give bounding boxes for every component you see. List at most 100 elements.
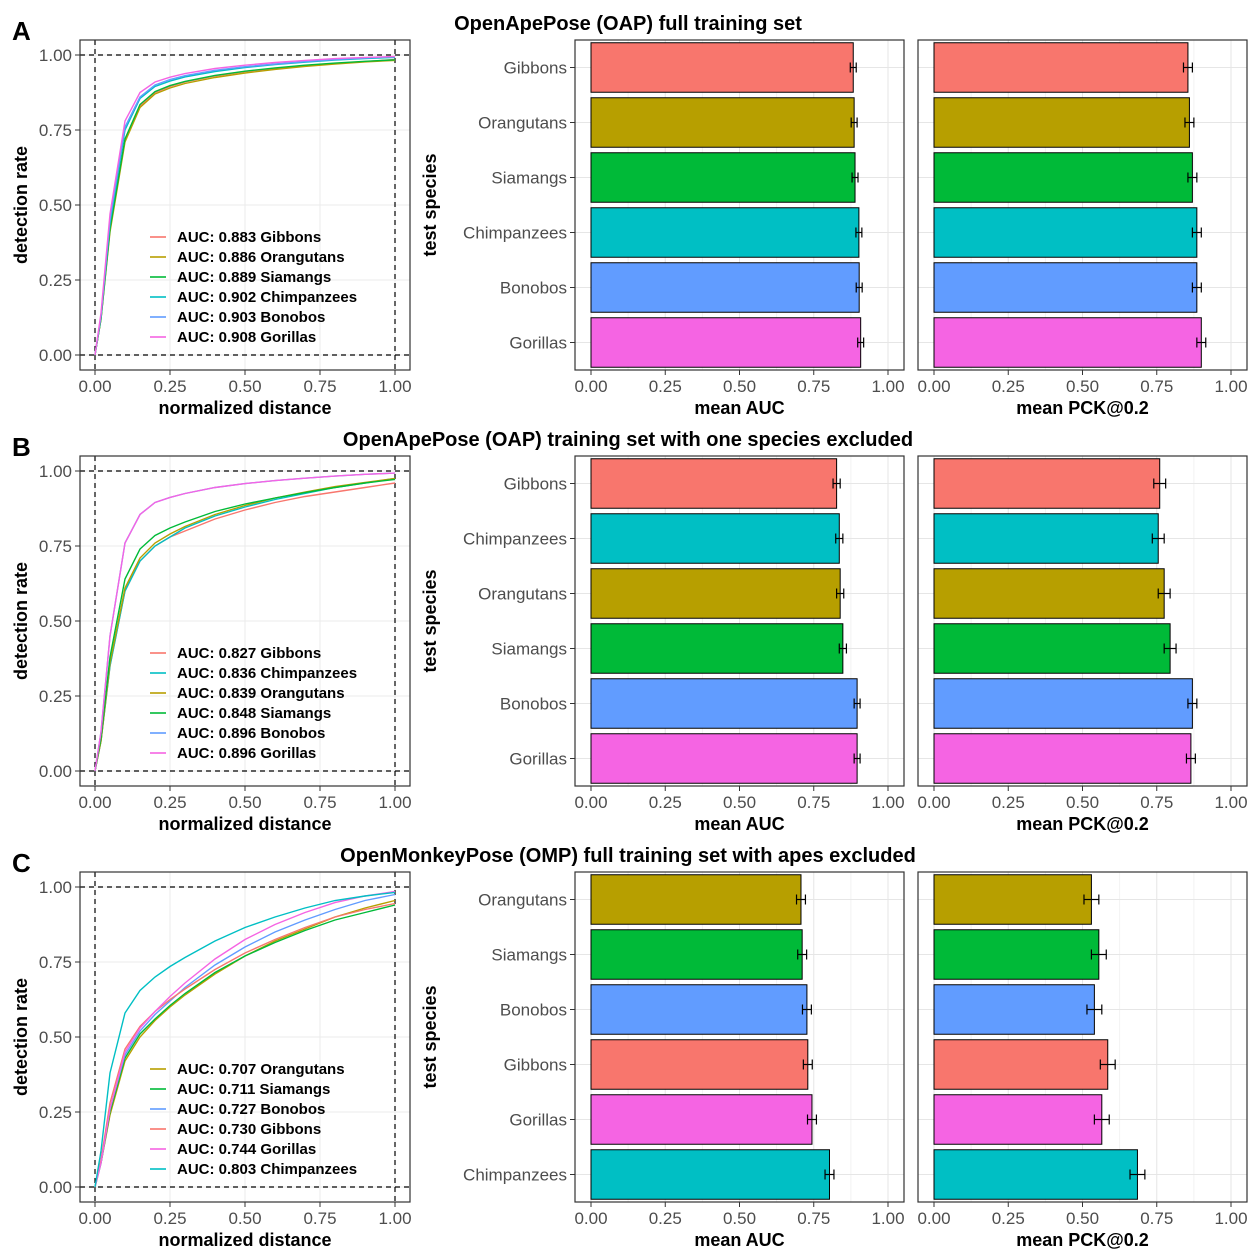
x-axis-title: normalized distance: [158, 814, 331, 834]
bar-gorillas: [590, 733, 858, 784]
y-tick-label: 0.00: [39, 1178, 72, 1197]
bar-orangutans: [590, 874, 802, 925]
y-tick-label: 0.50: [39, 196, 72, 215]
bar-gorillas: [590, 1094, 813, 1145]
series-line-gibbons: [94, 902, 396, 1188]
category-label: Gorillas: [509, 750, 567, 769]
x-tick-label: 0.75: [1140, 793, 1173, 812]
x-tick-label: 0.50: [723, 793, 756, 812]
x-tick-label: 1.00: [378, 793, 411, 812]
x-tick-label: 1.00: [871, 793, 904, 812]
bar-bonobos: [933, 678, 1193, 729]
panel-letter: B: [12, 432, 31, 462]
x-tick-label: 1.00: [1214, 793, 1247, 812]
category-label: Gibbons: [504, 59, 567, 78]
x-tick-label: 1.00: [871, 1209, 904, 1228]
x-tick-label: 0.50: [723, 1209, 756, 1228]
x-axis-title: normalized distance: [158, 1230, 331, 1250]
category-label: Bonobos: [500, 1001, 567, 1020]
bar-orangutans: [590, 568, 841, 619]
y-tick-label: 0.75: [39, 537, 72, 556]
bar-gibbons: [590, 42, 854, 93]
bar-chimpanzees: [933, 1149, 1138, 1200]
series-line-siamangs: [94, 904, 396, 1188]
bar-orangutans: [590, 97, 855, 148]
x-tick-label: 1.00: [871, 377, 904, 396]
panel-letter: A: [12, 16, 31, 46]
legend-entry: AUC: 0.903 Bonobos: [177, 309, 325, 326]
x-tick-label: 0.50: [228, 1209, 261, 1228]
x-tick-label: 0.75: [797, 1209, 830, 1228]
x-tick-label: 0.00: [574, 793, 607, 812]
legend-entry: AUC: 0.896 Bonobos: [177, 725, 325, 742]
bar-chimpanzees: [933, 513, 1159, 564]
bar-siamangs: [933, 929, 1100, 980]
x-tick-label: 1.00: [378, 377, 411, 396]
category-label: Siamangs: [491, 946, 567, 965]
y-tick-label: 0.75: [39, 953, 72, 972]
x-axis-title: mean AUC: [694, 814, 784, 834]
bar-gibbons: [933, 42, 1189, 93]
section-title: OpenMonkeyPose (OMP) full training set w…: [340, 845, 916, 867]
x-tick-label: 1.00: [378, 1209, 411, 1228]
category-label: Bonobos: [500, 695, 567, 714]
x-tick-label: 0.75: [303, 793, 336, 812]
x-tick-label: 0.75: [1140, 1209, 1173, 1228]
legend-entry: AUC: 0.744 Gorillas: [177, 1141, 316, 1158]
category-label: Orangutans: [478, 891, 567, 910]
section-title: OpenApePose (OAP) training set with one …: [343, 429, 913, 451]
x-tick-label: 0.00: [574, 377, 607, 396]
legend-entry: AUC: 0.902 Chimpanzees: [177, 289, 357, 306]
category-label: Chimpanzees: [463, 1166, 567, 1185]
series-line-siamangs: [94, 478, 396, 772]
series-line-chimpanzees: [94, 891, 396, 1188]
category-label: Gorillas: [509, 1111, 567, 1130]
y-tick-label: 0.50: [39, 612, 72, 631]
series-line-gorillas: [94, 55, 396, 356]
x-axis-title: mean PCK@0.2: [1016, 1230, 1149, 1250]
category-label: Chimpanzees: [463, 224, 567, 243]
bar-gibbons: [590, 1039, 809, 1090]
x-tick-label: 0.75: [797, 377, 830, 396]
bar-siamangs: [590, 623, 844, 674]
category-label: Siamangs: [491, 640, 567, 659]
x-tick-label: 0.00: [917, 377, 950, 396]
legend-entry: AUC: 0.836 Chimpanzees: [177, 665, 357, 682]
x-axis-title: mean PCK@0.2: [1016, 398, 1149, 418]
series-line-siamangs: [94, 59, 396, 356]
y-tick-label: 1.00: [39, 462, 72, 481]
series-line-gorillas: [94, 890, 396, 1188]
bar-chimpanzees: [933, 207, 1198, 258]
series-line-gorillas: [94, 472, 396, 772]
legend-entry: AUC: 0.827 Gibbons: [177, 645, 321, 662]
series-line-bonobos: [94, 56, 396, 356]
x-axis-title: normalized distance: [158, 398, 331, 418]
category-label: Chimpanzees: [463, 530, 567, 549]
bar-bonobos: [933, 262, 1198, 313]
category-label: Gibbons: [504, 475, 567, 494]
y-tick-label: 0.00: [39, 762, 72, 781]
y-tick-label: 0.25: [39, 1103, 72, 1122]
legend-entry: AUC: 0.896 Gorillas: [177, 745, 316, 762]
y-tick-label: 1.00: [39, 878, 72, 897]
bar-gorillas: [590, 317, 862, 368]
x-tick-label: 0.50: [1066, 1209, 1099, 1228]
bar-bonobos: [590, 678, 858, 729]
bar-y-axis-title: test species: [420, 569, 440, 672]
category-label: Gibbons: [504, 1056, 567, 1075]
bar-bonobos: [933, 984, 1095, 1035]
x-tick-label: 1.00: [1214, 1209, 1247, 1228]
x-axis-title: mean AUC: [694, 1230, 784, 1250]
y-tick-label: 0.75: [39, 121, 72, 140]
x-tick-label: 0.50: [228, 793, 261, 812]
x-tick-label: 0.00: [78, 1209, 111, 1228]
bar-gorillas: [933, 317, 1202, 368]
legend-entry: AUC: 0.730 Gibbons: [177, 1121, 321, 1138]
x-tick-label: 0.00: [917, 793, 950, 812]
bar-y-axis-title: test species: [420, 985, 440, 1088]
x-tick-label: 0.50: [1066, 377, 1099, 396]
x-axis-title: mean AUC: [694, 398, 784, 418]
bar-bonobos: [590, 262, 860, 313]
bar-orangutans: [933, 874, 1092, 925]
